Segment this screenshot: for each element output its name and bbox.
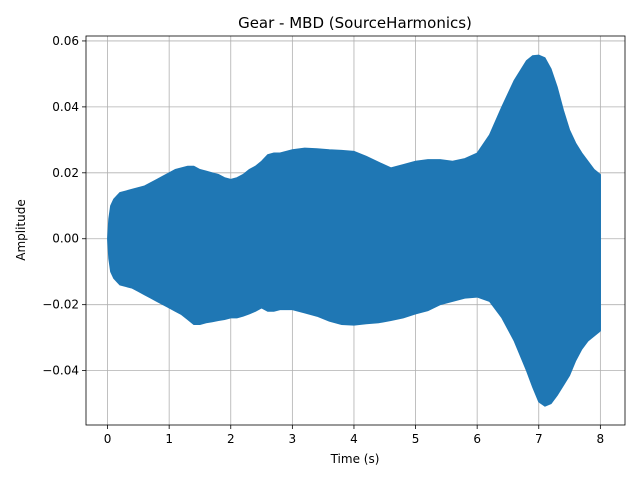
y-tick-label: 0.02 — [52, 166, 79, 180]
plot-frame — [85, 35, 626, 426]
x-tick-label: 2 — [227, 432, 235, 446]
y-tick-label: −0.04 — [42, 364, 79, 378]
chart-title: Gear - MBD (SourceHarmonics) — [238, 14, 472, 32]
y-tick-label: 0.06 — [52, 34, 79, 48]
x-tick-label: 6 — [473, 432, 481, 446]
x-axis-label: Time (s) — [330, 452, 380, 466]
axis-ticks: 0 1 2 3 4 5 6 7 8 −0.04 −0.02 0.00 0.02 0.04 0.06 — [42, 34, 604, 446]
x-tick-label: 1 — [165, 432, 173, 446]
y-axis-label: Amplitude — [14, 199, 28, 261]
data-layer — [107, 54, 601, 407]
x-tick-label: 7 — [535, 432, 543, 446]
x-tick-label: 3 — [289, 432, 297, 446]
x-tick-label: 0 — [104, 432, 112, 446]
y-tick-label: −0.02 — [42, 298, 79, 312]
x-tick-label: 8 — [597, 432, 605, 446]
x-tick-label: 4 — [350, 432, 358, 446]
y-tick-label: 0.04 — [52, 100, 79, 114]
x-tick-label: 5 — [412, 432, 420, 446]
y-tick-label: 0.00 — [52, 232, 79, 246]
